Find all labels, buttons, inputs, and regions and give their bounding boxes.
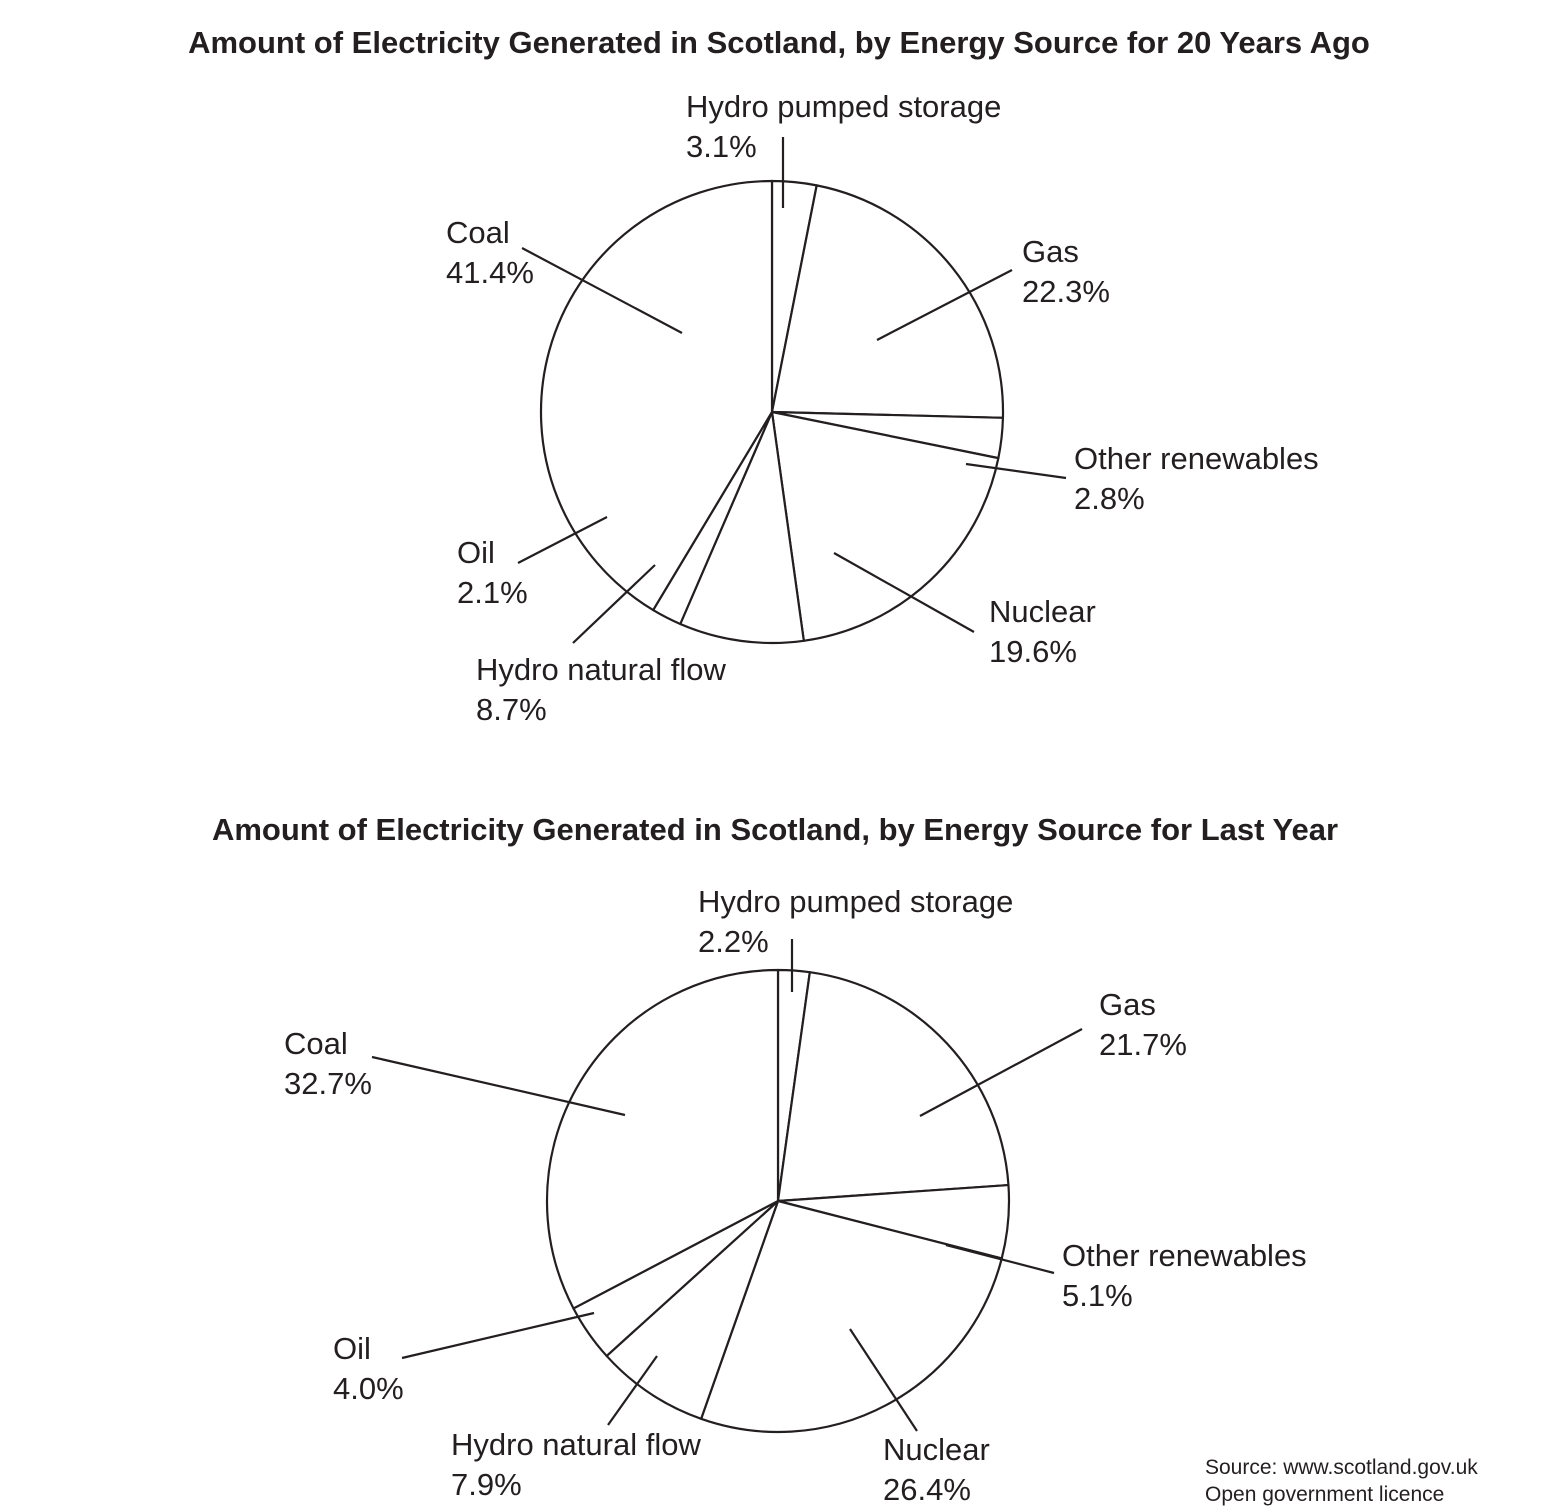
slice-value-gas: 21.7% [1099,1027,1187,1062]
leader-line-nuclear [849,1328,918,1432]
leader-line-coal [371,1055,626,1117]
slice-label-hydro-pumped-storage: Hydro pumped storage [698,884,1013,919]
slice-value-other-renewables: 2.8% [1074,481,1145,516]
chart-title-last-year: Amount of Electricity Generated in Scotl… [212,812,1338,847]
slice-label-hydro-natural-flow: Hydro natural flow [451,1427,701,1462]
leader-line-oil [517,516,608,564]
leader-line-nuclear [833,552,975,633]
slice-label-oil: Oil [457,535,495,570]
slice-value-hydro-natural-flow: 7.9% [451,1467,522,1502]
slice-label-hydro-natural-flow: Hydro natural flow [476,652,726,687]
leader-line-gas [919,1028,1083,1117]
leader-line-hydro-natural-flow [607,1355,658,1426]
leader-line-other-renewables [965,462,1067,480]
leader-line-gas [876,269,1013,341]
slice-label-hydro-pumped-storage: Hydro pumped storage [686,89,1001,124]
slice-label-gas: Gas [1022,234,1079,269]
slice-value-hydro-pumped-storage: 2.2% [698,924,769,959]
pie-slice-coal [545,968,780,1310]
slice-label-other-renewables: Other renewables [1074,441,1319,476]
slice-label-oil: Oil [333,1331,371,1366]
slice-label-other-renewables: Other renewables [1062,1238,1307,1273]
pie-chart-last-year: Amount of Electricity Generated in Scotl… [212,812,1338,1507]
slice-value-coal: 41.4% [446,255,534,290]
slice-value-oil: 4.0% [333,1371,404,1406]
leader-line-hydro-natural-flow [572,564,656,644]
slice-value-coal: 32.7% [284,1066,372,1101]
leader-line-coal [521,247,683,334]
slice-value-nuclear: 26.4% [883,1472,971,1507]
pie-slice-nuclear [700,1199,1003,1434]
leader-line-oil [401,1311,595,1360]
source-note: Source: www.scotland.gov.uk Open governm… [1205,1456,1478,1506]
slice-label-coal: Coal [446,215,510,250]
leader-line-other-renewables [945,1243,1055,1275]
chart-title-20-years-ago: Amount of Electricity Generated in Scotl… [188,25,1370,60]
pie-slice-hydro-natural-flow [605,1199,780,1420]
pie-chart-20-years-ago: Amount of Electricity Generated in Scotl… [188,25,1370,727]
slice-value-hydro-natural-flow: 8.7% [476,692,547,727]
slice-label-nuclear: Nuclear [989,594,1096,629]
slice-label-gas: Gas [1099,987,1156,1022]
pie-slice-gas [776,971,1010,1203]
slice-value-hydro-pumped-storage: 3.1% [686,129,757,164]
licence-line: Open government licence [1205,1483,1444,1506]
slice-value-nuclear: 19.6% [989,634,1077,669]
pie-slice-nuclear [770,410,1000,642]
slice-value-gas: 22.3% [1022,274,1110,309]
slice-label-coal: Coal [284,1026,348,1061]
slice-value-other-renewables: 5.1% [1062,1278,1133,1313]
slice-value-oil: 2.1% [457,575,528,610]
pie-slice-gas [770,184,1005,419]
pie-slice-hydro-natural-flow [679,410,805,645]
slice-label-nuclear: Nuclear [883,1432,990,1467]
source-line: Source: www.scotland.gov.uk [1205,1456,1478,1479]
